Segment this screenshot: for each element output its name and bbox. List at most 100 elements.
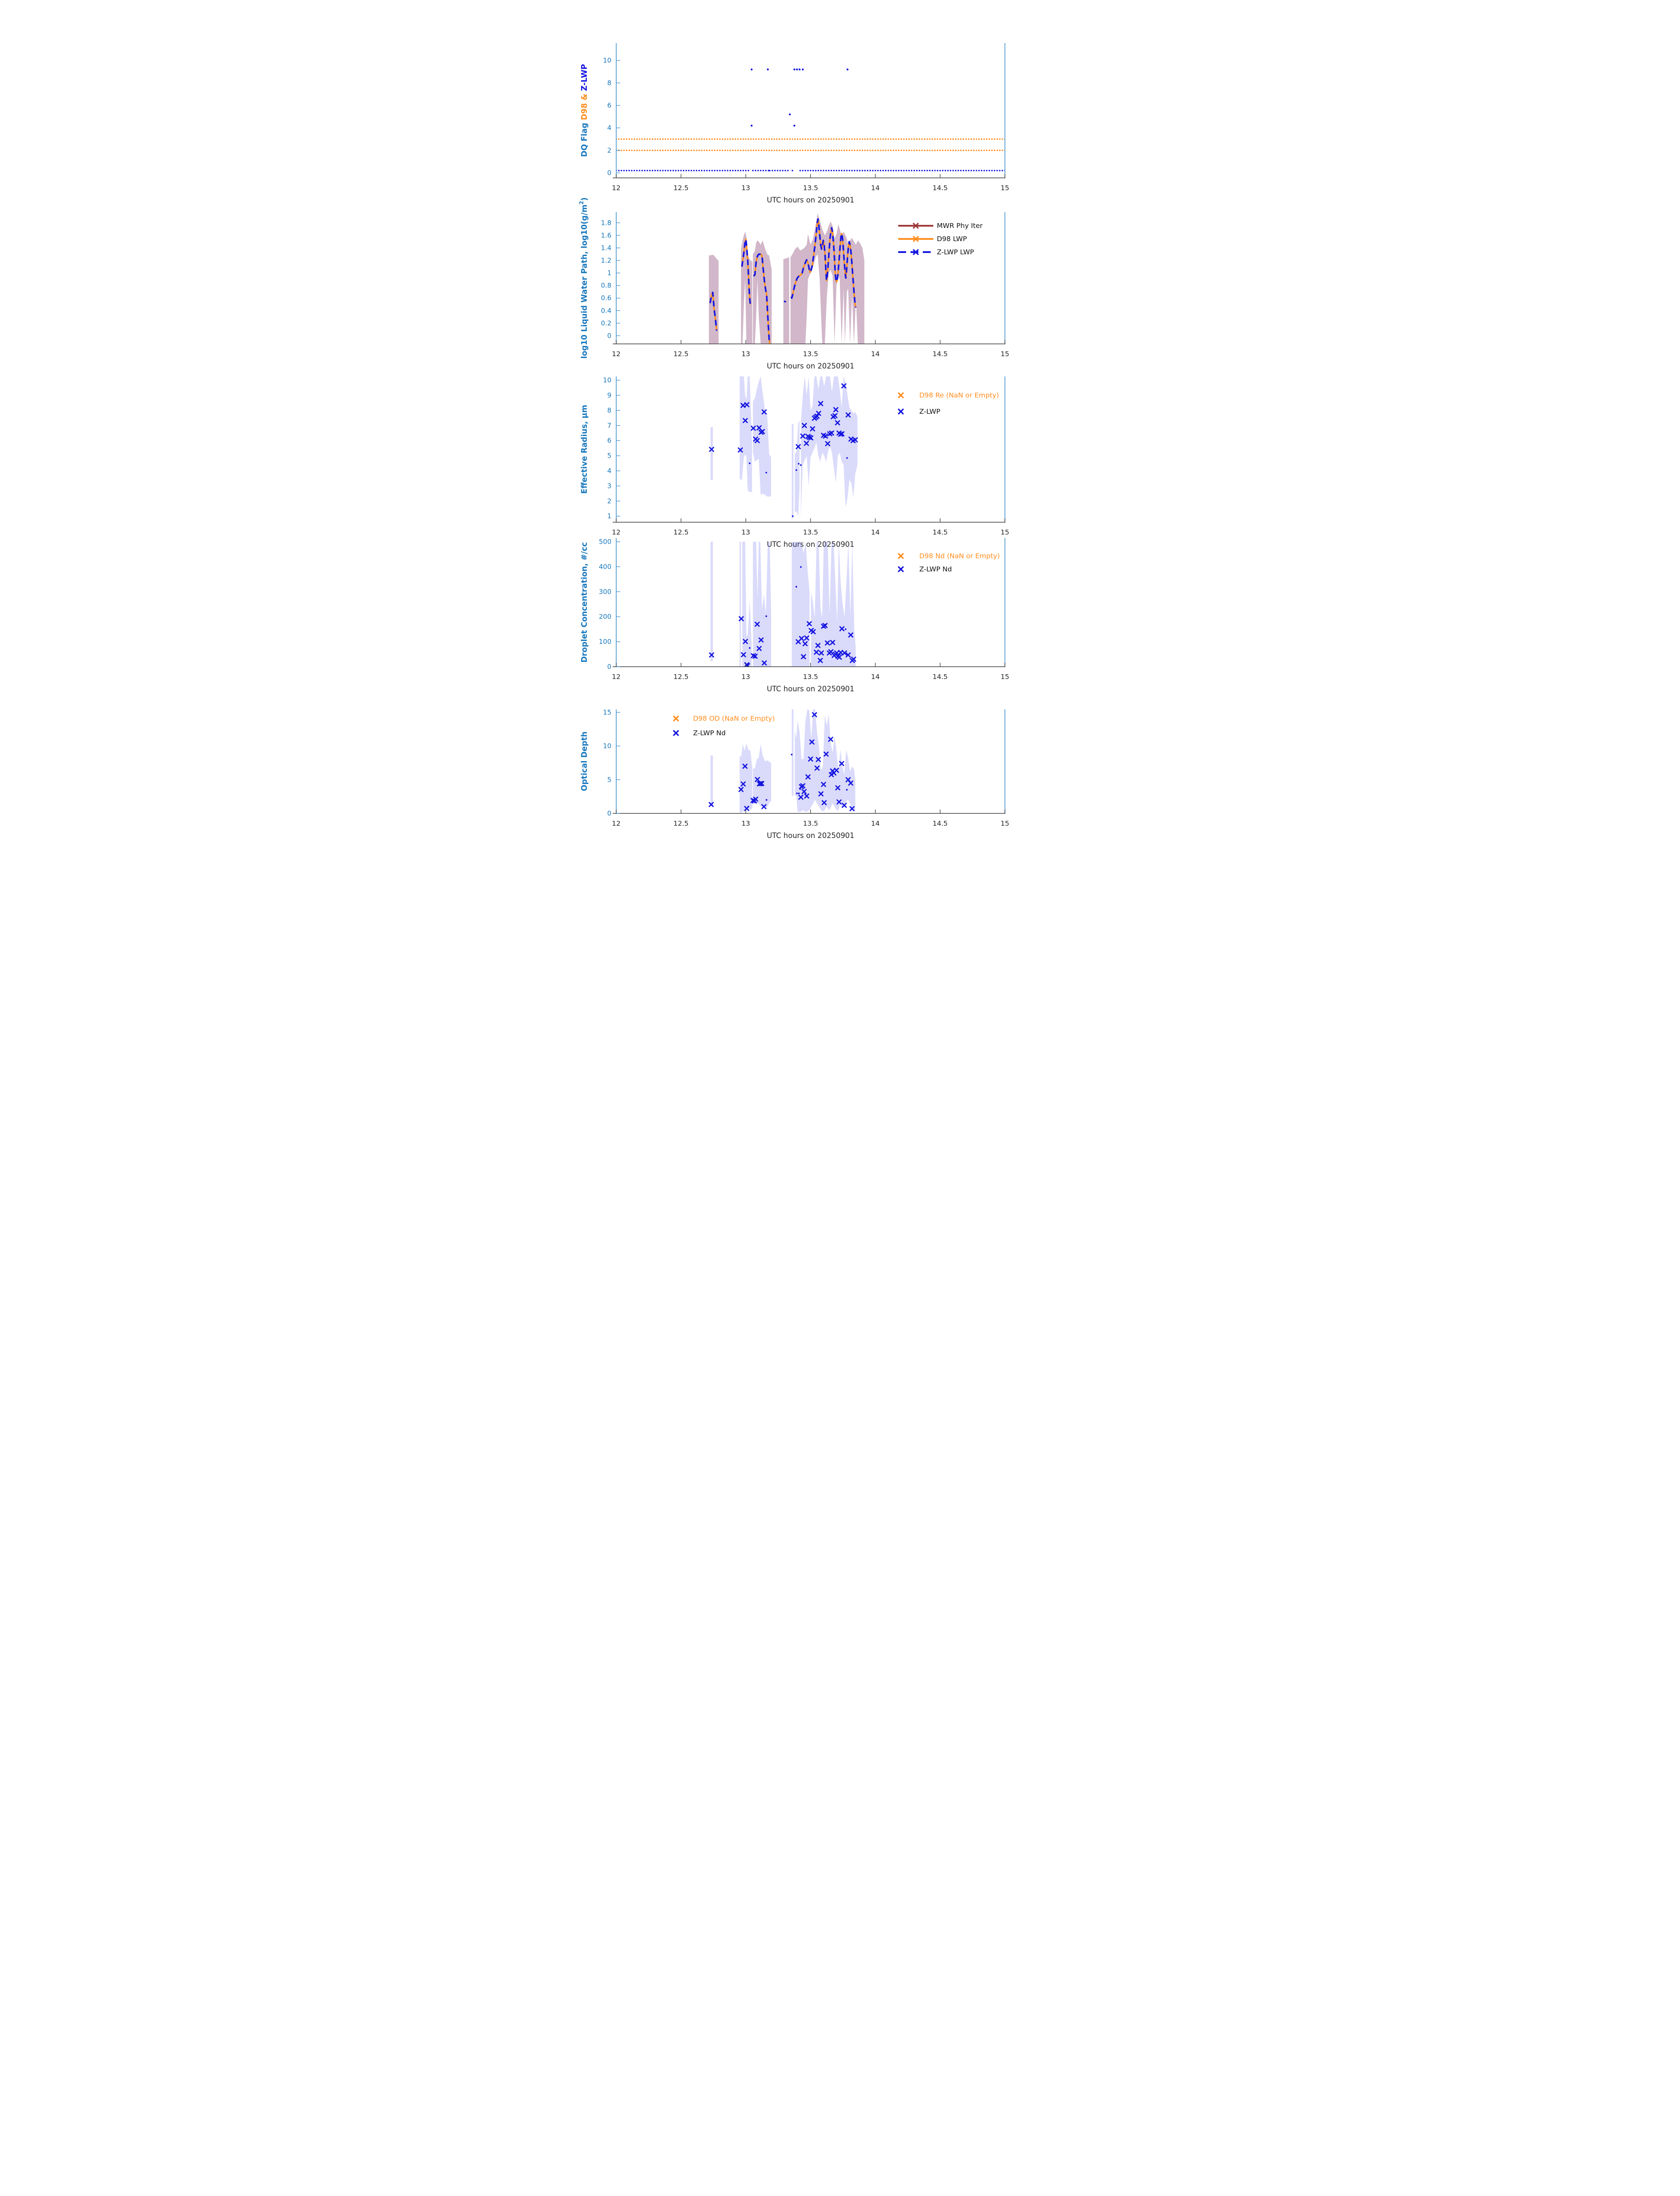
x-tick-label: 12.5 bbox=[673, 184, 689, 192]
x-tick-label: 15 bbox=[1001, 528, 1009, 536]
y-tick-label: 1.8 bbox=[601, 219, 611, 227]
x-tick-label: 14.5 bbox=[932, 350, 948, 358]
small-point bbox=[791, 754, 793, 755]
x-tick-label: 12.5 bbox=[673, 820, 689, 827]
axes: 0 100 200 300 400 500 12 12.5 13 13.5 14 14.5 15 bbox=[599, 538, 1009, 681]
x-tick-label: 13 bbox=[741, 184, 750, 192]
x-tick-label: 15 bbox=[1001, 673, 1009, 681]
flag-point bbox=[751, 124, 753, 127]
legend-label: MWR Phy Iter bbox=[937, 222, 983, 230]
x-tick-label: 13 bbox=[741, 528, 750, 536]
flag-point bbox=[798, 68, 801, 71]
uncertainty-band bbox=[739, 743, 752, 813]
y-tick-label: 0.2 bbox=[601, 319, 611, 327]
x-tick-label: 12 bbox=[612, 350, 621, 358]
small-point bbox=[795, 469, 797, 471]
x-tick-label: 13.5 bbox=[803, 820, 818, 827]
x-tick-label: 13 bbox=[741, 673, 750, 681]
y-axis-label: Effective Radius, µm bbox=[580, 405, 589, 494]
y-tick-label: 1.4 bbox=[601, 244, 611, 252]
panel-dq-flag: 0 2 4 6 8 10 12 12.5 13 13.5 14 14.5 15 UTC hours on … bbox=[580, 43, 1009, 204]
small-point bbox=[798, 792, 800, 795]
y-axis-label: Optical Depth bbox=[580, 732, 589, 791]
small-point bbox=[791, 515, 794, 517]
small-point bbox=[796, 792, 798, 795]
legend-label: Z-LWP Nd bbox=[693, 729, 726, 737]
scatter-markers bbox=[708, 712, 855, 812]
small-point bbox=[800, 566, 802, 568]
x-tick-label: 14.5 bbox=[932, 528, 948, 536]
x-tick-label: 13.5 bbox=[803, 528, 818, 536]
y-tick-label: 1.6 bbox=[601, 231, 611, 239]
y-tick-label: 0.8 bbox=[601, 282, 611, 289]
plot-area bbox=[709, 376, 858, 520]
uncertainty-band bbox=[753, 542, 771, 667]
y-tick-label: 15 bbox=[603, 708, 611, 716]
y-tick-label: 9 bbox=[607, 391, 611, 399]
uncertainty-band bbox=[753, 376, 771, 497]
legend: MWR Phy Iter D98 LWP Z-LWP LWP bbox=[898, 222, 983, 256]
y-tick-label: 300 bbox=[599, 588, 611, 596]
x-tick-label: 15 bbox=[1001, 184, 1009, 192]
plot-area bbox=[708, 213, 864, 344]
uncertainty-band bbox=[783, 257, 789, 344]
small-point bbox=[765, 615, 767, 617]
zlwp-lwp-line bbox=[753, 253, 771, 344]
legend-label: Z-LWP LWP bbox=[937, 248, 974, 256]
x-tick-label: 13.5 bbox=[803, 673, 818, 681]
y-tick-label: 0.6 bbox=[601, 294, 611, 302]
small-point bbox=[846, 457, 848, 459]
small-point bbox=[748, 462, 751, 464]
y-tick-label: 10 bbox=[603, 742, 611, 750]
uncertainty-band bbox=[753, 240, 772, 344]
flag-dotted-row bbox=[616, 170, 1005, 172]
zlwp-lwp-line bbox=[784, 300, 787, 303]
x-tick-label: 12 bbox=[612, 820, 621, 827]
plot-area bbox=[709, 542, 856, 667]
y-tick-label: 1 bbox=[607, 269, 611, 277]
flag-point bbox=[793, 68, 795, 71]
y-tick-label: 4 bbox=[607, 467, 611, 475]
uncertainty-band bbox=[739, 542, 741, 667]
x-axis-label: UTC hours on 20250901 bbox=[767, 685, 854, 693]
small-point bbox=[765, 472, 767, 474]
axes: 0 0.2 0.4 0.6 0.8 1 1.2 1.4 1.6 1.8 12 12.5 13 13.5 14… bbox=[601, 212, 1009, 358]
y-axis-label: DQ Flag D98 & Z-LWP bbox=[580, 64, 589, 157]
legend-label: D98 OD (NaN or Empty) bbox=[693, 715, 775, 722]
axes: 0 2 4 6 8 10 12 12.5 13 13.5 14 14.5 15 bbox=[603, 43, 1009, 192]
uncertainty-band bbox=[710, 755, 713, 806]
y-tick-label: 200 bbox=[599, 613, 611, 621]
uncertainty-band bbox=[741, 231, 752, 344]
y-tick-label: 8 bbox=[607, 406, 611, 414]
x-tick-label: 13 bbox=[741, 820, 750, 827]
y-axis-label: log10 Liquid Water Path, log10(g/m2) bbox=[578, 197, 589, 358]
plot-area bbox=[708, 709, 856, 813]
x-tick-label: 12 bbox=[612, 184, 621, 192]
x-tick-label: 15 bbox=[1001, 820, 1009, 827]
panel-lwp: 0 0.2 0.4 0.6 0.8 1 1.2 1.4 1.6 1.8 12 12.5 13 13.5 14… bbox=[578, 197, 1009, 370]
zlwp-lwp-line bbox=[709, 292, 718, 331]
x-tick-label: 14 bbox=[871, 184, 880, 192]
flag-dotted-row bbox=[616, 138, 1005, 140]
flag-point bbox=[793, 124, 795, 127]
y-tick-label: 1.2 bbox=[601, 256, 611, 264]
x-axis-label: UTC hours on 20250901 bbox=[767, 540, 854, 549]
y-tick-label: 4 bbox=[607, 124, 611, 132]
x-tick-label: 12 bbox=[612, 528, 621, 536]
x-tick-label: 14.5 bbox=[932, 184, 948, 192]
scatter-markers bbox=[709, 383, 858, 517]
uncertainty-band bbox=[742, 542, 752, 667]
y-tick-label: 1 bbox=[607, 512, 611, 520]
small-point bbox=[766, 799, 768, 801]
panel-droplet-concentration: 0 100 200 300 400 500 12 12.5 13 13.5 14 14.5 15 UTC … bbox=[580, 538, 1009, 693]
legend-label: D98 Re (NaN or Empty) bbox=[919, 391, 999, 399]
y-axis-label: Droplet Concentration, #/cc bbox=[580, 542, 589, 662]
uncertainty-band bbox=[740, 376, 752, 492]
x-tick-label: 14 bbox=[871, 528, 880, 536]
flag-point bbox=[789, 113, 791, 116]
y-tick-label: 5 bbox=[607, 776, 611, 784]
x-tick-label: 14.5 bbox=[932, 673, 948, 681]
uncertainty-band bbox=[811, 542, 856, 667]
